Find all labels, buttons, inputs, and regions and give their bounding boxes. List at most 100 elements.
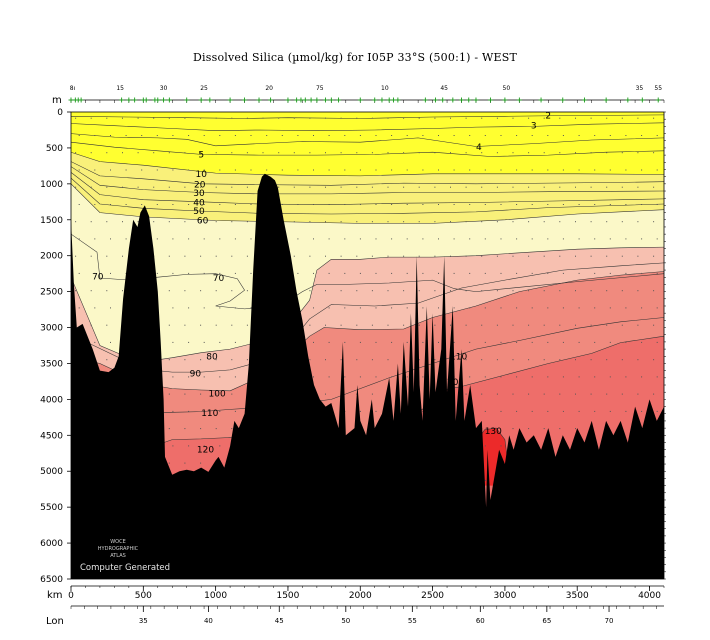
sample-dot — [371, 359, 373, 361]
sample-dot — [188, 341, 190, 343]
sample-dot — [203, 341, 205, 343]
sample-dot — [387, 359, 389, 361]
sample-dot — [309, 186, 311, 188]
band-10-60 — [71, 152, 664, 224]
sample-dot — [512, 290, 514, 292]
sample-dot — [465, 152, 467, 154]
sample-dot — [231, 428, 233, 430]
sample-dot — [578, 272, 580, 274]
sample-dot — [575, 428, 576, 430]
sample-dot — [528, 393, 530, 395]
sample-dot — [184, 152, 186, 154]
sample-dot — [418, 290, 420, 292]
contour-label-5: 20 — [194, 181, 206, 191]
sample-dot — [500, 272, 502, 274]
sample-dot — [344, 376, 346, 378]
sample-dot — [481, 186, 483, 188]
sample-dot — [609, 376, 611, 378]
contour-line — [71, 141, 664, 157]
contour-label-10: 70 — [92, 273, 104, 283]
sample-dot — [168, 324, 170, 326]
sample-dot — [422, 204, 424, 205]
sample-dot — [500, 410, 502, 412]
sample-dot — [297, 238, 299, 240]
sample-dot — [438, 272, 439, 274]
sample-dot — [188, 307, 190, 309]
contour-label-17: 120 — [197, 446, 214, 456]
x-tick-label: 500 — [135, 591, 152, 601]
sample-dot — [531, 204, 533, 205]
sample-dot — [172, 135, 174, 136]
sample-dot — [406, 376, 408, 378]
sample-dot — [137, 186, 139, 188]
sample-dot — [75, 255, 77, 257]
sample-dot — [500, 204, 502, 205]
sample-dot — [500, 376, 502, 378]
sample-dot — [153, 152, 155, 154]
x-tick-label: 4000 — [638, 591, 661, 601]
station-number-label: 30 — [160, 85, 168, 92]
station-number-label: 35 — [636, 85, 644, 92]
sample-dot — [434, 359, 436, 361]
sample-dot — [188, 169, 190, 171]
sample-dot — [559, 393, 561, 395]
sample-dot — [246, 186, 248, 188]
sample-dot — [246, 117, 248, 119]
sample-dot — [184, 359, 186, 361]
sample-dot — [234, 341, 236, 343]
sample-dot — [359, 376, 361, 378]
sample-dot — [172, 169, 174, 171]
sample-dot — [215, 393, 217, 395]
sample-dot — [562, 376, 564, 378]
sample-dot — [90, 221, 92, 223]
sample-dot — [590, 359, 592, 361]
sample-dot — [531, 410, 533, 412]
sample-dot — [340, 290, 342, 292]
sample-dot — [293, 152, 295, 154]
sample-dot — [653, 221, 655, 223]
sample-dot — [200, 290, 202, 292]
sample-dot — [653, 152, 655, 154]
sample-dot — [422, 341, 424, 343]
axes: 0500100015002000250030003500400045005000… — [40, 85, 666, 625]
sample-dot — [469, 376, 471, 378]
sample-dot — [606, 255, 608, 257]
sample-dot — [78, 204, 80, 205]
sample-dot — [500, 307, 502, 309]
sample-dot — [406, 204, 408, 205]
y-tick-label: 3000 — [40, 324, 63, 334]
x-tick-label: 3000 — [493, 591, 516, 601]
sample-dot — [200, 359, 202, 361]
sea-floor — [71, 173, 664, 579]
contour-line — [71, 183, 664, 224]
sample-dot — [594, 341, 596, 343]
sample-dot — [328, 169, 330, 171]
sample-dot — [340, 359, 342, 361]
contour-label-18: 120 — [441, 378, 458, 388]
sample-dot — [168, 221, 170, 223]
sample-dot — [356, 117, 358, 119]
sample-dot — [469, 204, 471, 205]
sample-dot — [122, 152, 123, 154]
y-tick-label: 6000 — [40, 539, 63, 549]
sample-dot — [531, 307, 533, 309]
sample-dot — [575, 186, 576, 188]
sample-dot — [387, 152, 389, 154]
sample-dot — [172, 204, 174, 205]
sample-dot — [496, 255, 498, 257]
sample-dot — [450, 152, 451, 154]
sample-dot — [110, 135, 111, 136]
sample-dot — [543, 152, 545, 154]
sample-dot — [184, 324, 186, 326]
sample-dot — [231, 186, 233, 188]
contour-line — [71, 262, 664, 373]
watermark-caption: Computer Generated — [80, 563, 170, 573]
sample-dot — [606, 117, 608, 119]
sample-dot — [590, 186, 592, 188]
sample-dot — [203, 204, 205, 205]
sample-dot — [606, 221, 608, 223]
lon-tick-label: 70 — [605, 617, 614, 625]
sample-dot — [75, 221, 77, 223]
sample-dot — [528, 186, 530, 188]
